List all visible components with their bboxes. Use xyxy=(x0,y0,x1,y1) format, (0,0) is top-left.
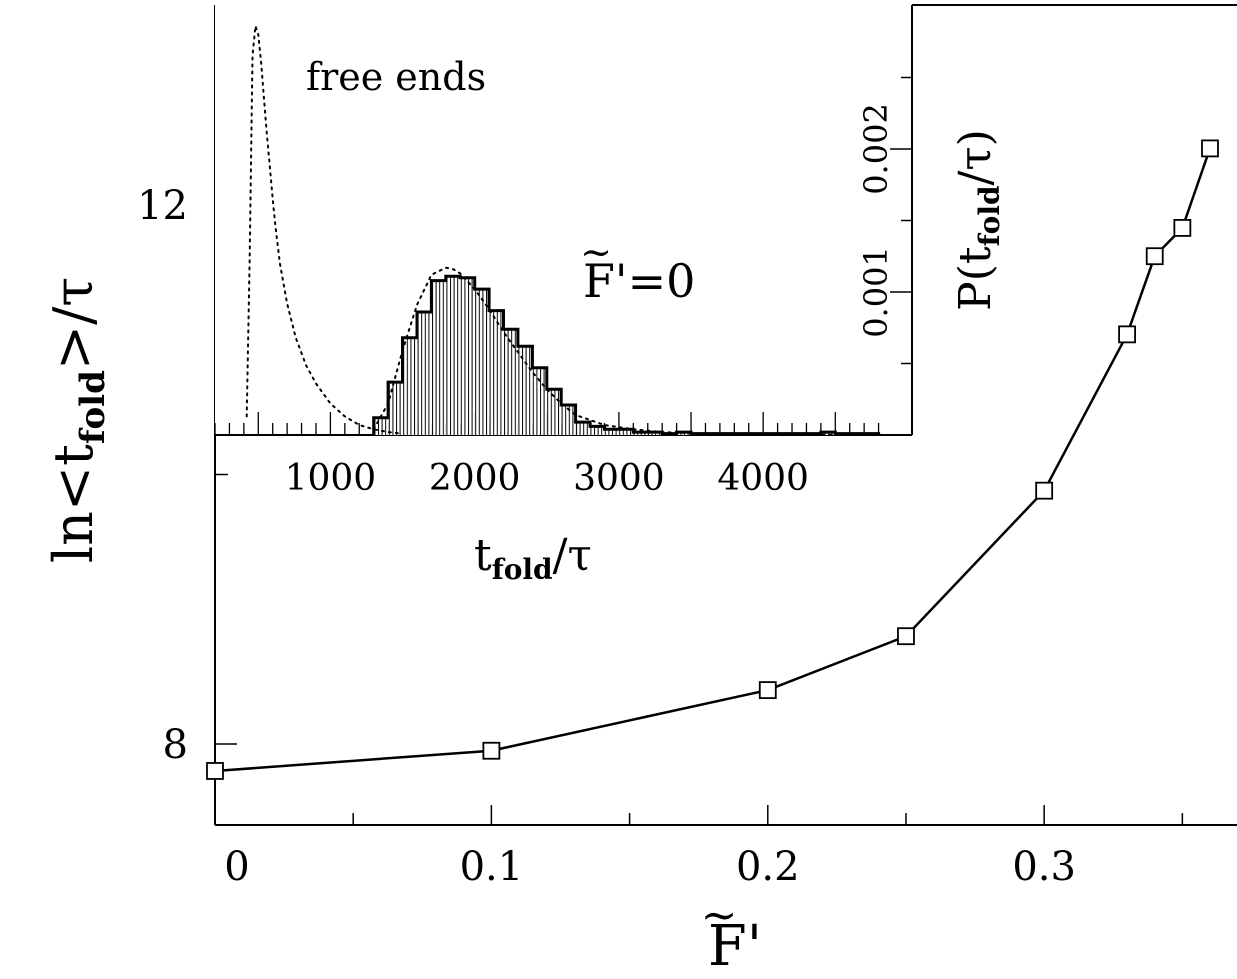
data-point-marker xyxy=(897,627,915,646)
histogram-bar xyxy=(474,289,490,435)
histogram-bar xyxy=(561,404,576,435)
inset-y-tick-label: 0.002 xyxy=(857,103,895,195)
main-x-tick-label: 0.1 xyxy=(460,844,524,890)
main-x-axis-label: F' xyxy=(708,914,762,979)
inset-x-tick-label: 3000 xyxy=(573,458,665,499)
histogram-bar xyxy=(532,367,547,435)
data-point-marker xyxy=(1035,481,1054,500)
data-point-marker xyxy=(482,741,501,760)
data-point-marker xyxy=(1201,139,1219,158)
histogram-bar xyxy=(604,429,619,435)
histogram-bar xyxy=(416,312,432,435)
main-x-tick-label: 0 xyxy=(224,844,249,890)
main-y-tick-label: 8 xyxy=(163,722,188,768)
main-plot: 0 0.1 0.2 0.3 8 12 F' ~ ln<tfold>/τ xyxy=(42,4,1237,979)
histogram-bar xyxy=(489,310,504,435)
histogram-bar xyxy=(373,417,389,435)
inset-x-tick-label: 1000 xyxy=(285,458,377,499)
fit-dotted-curve xyxy=(372,266,837,436)
main-y-axis-label: ln<tfold>/τ xyxy=(42,277,113,563)
inset-tick-labels: 1000 2000 3000 4000 0.001 0.002 xyxy=(285,103,895,499)
main-markers xyxy=(206,139,1219,780)
main-y-tick-label: 12 xyxy=(137,183,188,229)
inset-x-tick-label: 2000 xyxy=(429,458,521,499)
data-point-marker xyxy=(1173,219,1192,237)
histogram-bar xyxy=(388,382,403,435)
histogram-bar xyxy=(445,276,461,435)
inset-annotation-f-zero-tilde: ~ xyxy=(580,230,612,274)
inset-x-axis-label: tfold/τ xyxy=(474,530,592,586)
data-point-marker xyxy=(1118,325,1136,344)
main-tick-labels: 0 0.1 0.2 0.3 8 12 xyxy=(137,183,1076,890)
inset-annotation-f-zero: F'=0 xyxy=(583,254,695,308)
histogram-bar xyxy=(618,429,634,435)
main-x-tick-label: 0.3 xyxy=(1012,844,1076,890)
inset-annotation-free-ends: free ends xyxy=(306,55,486,99)
data-point-marker xyxy=(206,762,224,780)
inset-x-tick-label: 4000 xyxy=(717,458,809,499)
histogram-bar xyxy=(402,337,417,435)
histogram-bar xyxy=(460,277,475,435)
inset-y-axis-label: P(tfold/τ) xyxy=(950,129,1006,311)
histogram-bar xyxy=(503,329,518,435)
data-point-marker xyxy=(1145,247,1164,266)
histogram-bar xyxy=(590,426,605,435)
free-ends-dotted-curve xyxy=(245,25,404,435)
histogram-bar xyxy=(431,280,446,435)
histogram-bar xyxy=(575,422,591,435)
inset-y-tick-label: 0.001 xyxy=(857,246,895,338)
histogram-bar xyxy=(517,346,533,435)
inset-dotted-curves xyxy=(245,25,837,436)
main-x-tick-label: 0.2 xyxy=(736,844,800,890)
main-x-axis-label-tilde: ~ xyxy=(701,890,738,941)
inset-plot: 1000 2000 3000 4000 0.001 0.002 free ends F'=… xyxy=(214,5,1006,586)
inset-background xyxy=(215,5,912,435)
data-point-marker xyxy=(758,681,777,699)
